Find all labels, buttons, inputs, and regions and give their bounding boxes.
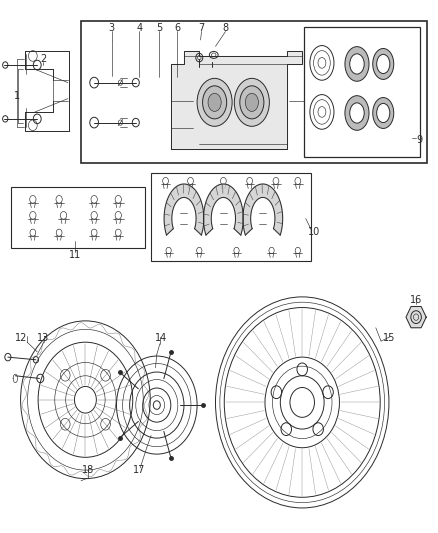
Text: 4: 4 bbox=[136, 23, 142, 33]
Text: 17: 17 bbox=[133, 465, 145, 475]
Text: 18: 18 bbox=[81, 465, 94, 475]
Text: 3: 3 bbox=[109, 23, 115, 33]
Polygon shape bbox=[171, 51, 302, 149]
Ellipse shape bbox=[345, 96, 369, 130]
Ellipse shape bbox=[350, 103, 364, 123]
Ellipse shape bbox=[345, 47, 369, 81]
Polygon shape bbox=[164, 184, 204, 235]
Bar bbox=[304, 27, 420, 157]
Ellipse shape bbox=[197, 78, 232, 126]
Polygon shape bbox=[406, 306, 426, 328]
Text: 8: 8 bbox=[223, 23, 229, 33]
Text: 14: 14 bbox=[155, 334, 167, 343]
Ellipse shape bbox=[208, 93, 221, 111]
Text: 6: 6 bbox=[174, 23, 180, 33]
Text: 9: 9 bbox=[417, 135, 423, 144]
Bar bbox=[11, 187, 145, 248]
Ellipse shape bbox=[202, 86, 227, 119]
Ellipse shape bbox=[245, 93, 258, 111]
Text: 5: 5 bbox=[156, 23, 162, 33]
Bar bbox=[81, 21, 427, 163]
Ellipse shape bbox=[350, 54, 364, 74]
Ellipse shape bbox=[377, 54, 390, 74]
Text: 11: 11 bbox=[69, 250, 81, 260]
Polygon shape bbox=[243, 184, 283, 235]
Ellipse shape bbox=[240, 86, 264, 119]
Text: 10: 10 bbox=[308, 227, 321, 237]
Ellipse shape bbox=[373, 98, 394, 128]
Text: 16: 16 bbox=[410, 295, 422, 304]
Text: 15: 15 bbox=[383, 334, 395, 343]
Ellipse shape bbox=[373, 49, 394, 79]
Text: 2: 2 bbox=[40, 54, 46, 63]
Text: 12: 12 bbox=[15, 334, 27, 343]
Bar bbox=[151, 173, 311, 261]
Text: 7: 7 bbox=[198, 23, 205, 33]
Ellipse shape bbox=[234, 78, 269, 126]
Polygon shape bbox=[204, 184, 243, 235]
Text: 1: 1 bbox=[14, 91, 20, 101]
Text: 13: 13 bbox=[37, 334, 49, 343]
Ellipse shape bbox=[377, 103, 390, 123]
